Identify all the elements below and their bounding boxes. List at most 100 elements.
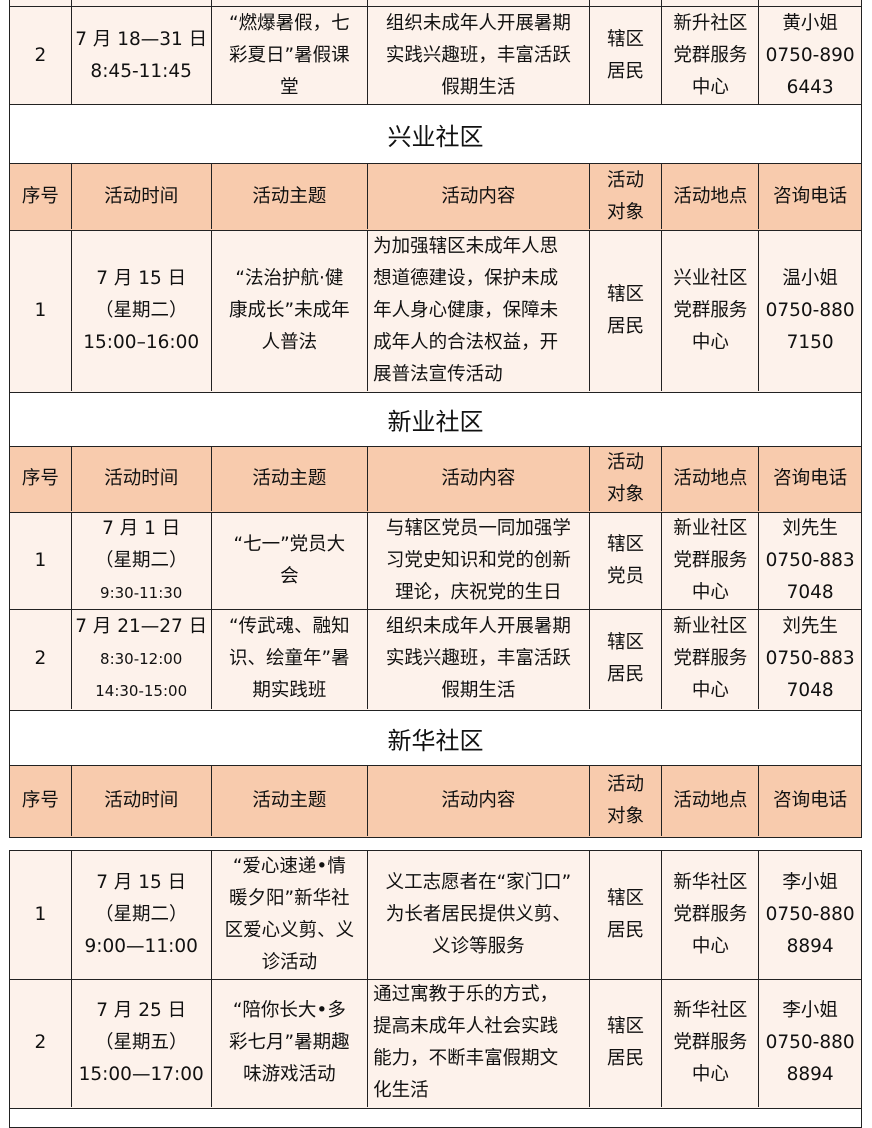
header-cell: 序号	[10, 164, 72, 229]
cell-line: 0750-883	[765, 648, 855, 670]
cell-line: 理论，庆祝党的生日	[395, 582, 562, 603]
cell-line: 8894	[786, 936, 834, 957]
table-cell: 2	[10, 980, 72, 1107]
cell-line: 黄小姐	[782, 13, 838, 34]
cell-line: 7048	[786, 680, 834, 702]
cell-line: 党群服务	[673, 300, 748, 321]
cell-line: 活动	[607, 774, 645, 795]
table-cell: 组织未成年人开展暑期 实践兴趣班，丰富活跃 假期生活	[368, 7, 590, 105]
table-cell	[368, 0, 590, 6]
cell-line: 诊活动	[261, 952, 318, 973]
cell-line: 活动地点	[673, 790, 748, 811]
table-cell	[590, 0, 663, 6]
cell-line: 7 月 18—31 日	[75, 29, 208, 50]
table-row	[10, 0, 861, 6]
cell-line: 年人身心健康，保障未	[373, 300, 559, 321]
cell-line: 15:00–16:00	[83, 332, 200, 353]
table-cell: 黄小姐 0750-890 6443	[759, 7, 861, 105]
table-cell: 2	[10, 610, 72, 709]
cell-line: 温小姐	[782, 268, 838, 289]
header-cell: 活动 对象	[590, 766, 663, 836]
table-cell: 辖区 党员	[590, 513, 663, 609]
cell-line: 对象	[607, 806, 645, 827]
cell-line: 活动内容	[441, 790, 516, 811]
cell-line: 2	[34, 648, 47, 670]
cell-line: “陪你长大•多	[232, 1000, 346, 1022]
cell-line: 活动地点	[673, 185, 748, 207]
cell-line: 康成长”未成年	[229, 300, 350, 321]
cell-line: 为长者居民提供义剪、	[385, 904, 571, 925]
cell-line: 成年人的合法权益，开	[373, 332, 559, 353]
cell-line: “燃爆暑假，七	[229, 13, 350, 34]
table-cell: “法治护航·健 康成长”未成年 人普法	[212, 231, 369, 391]
cell-line: 义诊等服务	[432, 936, 525, 957]
cell-line: 党群服务	[673, 45, 748, 66]
table-cell: 李小姐 0750-880 8894	[759, 980, 861, 1107]
header-cell: 活动主题	[212, 164, 369, 229]
cell-line: 与辖区党员一同加强学	[385, 518, 571, 539]
table-cell	[662, 0, 760, 6]
cell-line: “法治护航·健	[235, 268, 344, 289]
table-row: 1 7 月 15 日 （星期二） 15:00–16:00 “法治护航·健 康成长”未成年人…	[10, 231, 861, 391]
cell-line: 辖区	[607, 632, 645, 654]
cell-line: “爱心速递•情	[232, 856, 346, 877]
table-cell: 李小姐 0750-880 8894	[759, 851, 861, 979]
cell-line: 7 月 25 日	[96, 1000, 187, 1022]
cell-line: 7150	[786, 332, 834, 353]
table-cell: 1	[10, 231, 72, 391]
cell-line: 实践兴趣班，丰富活跃	[385, 648, 571, 670]
cell-line: 能力，不断丰富假期文	[373, 1048, 559, 1070]
table-cell: 组织未成年人开展暑期 实践兴趣班，丰富活跃 假期生活	[368, 610, 590, 709]
cell-line: 提高未成年人社会实践	[373, 1016, 559, 1038]
cell-line: 2	[34, 45, 47, 66]
cell-line: “七一”党员大	[233, 534, 346, 555]
table-cell: “陪你长大•多 彩七月”暑期趣 味游戏活动	[212, 980, 369, 1107]
table-cell: 新业社区 党群服务 中心	[662, 513, 760, 609]
header-cell: 活动主题	[212, 447, 369, 511]
cell-line: 0750-880	[765, 1032, 855, 1054]
table-cell	[72, 0, 212, 6]
cell-line: 习党史知识和党的创新	[385, 550, 571, 571]
cell-line: 7 月 21—27 日	[75, 616, 208, 638]
cell-line: 序号	[21, 468, 59, 489]
cell-line: 序号	[21, 790, 59, 811]
cell-line: （星期二）	[94, 550, 188, 571]
header-cell: 活动内容	[368, 164, 590, 229]
cell-line: 假期生活	[441, 77, 516, 98]
cell-line: 党员	[607, 566, 645, 587]
cell-line: 1	[34, 550, 47, 571]
cell-line: 中心	[691, 582, 729, 603]
table-cell: 7 月 15 日 （星期二） 9:00—11:00	[72, 851, 212, 979]
table-cell: “七一”党员大会	[212, 513, 369, 609]
cell-line: 假期生活	[441, 680, 516, 702]
table-cell: “爱心速递•情 暖夕阳”新华社 区爱心义剪、义 诊活动	[212, 851, 369, 979]
cell-line: 0750-880	[765, 904, 855, 925]
cell-line: 活动时间	[104, 185, 179, 207]
cell-line: 彩夏日”暑假课	[229, 45, 350, 66]
table-cell: 7 月 25 日 （星期五） 15:00—17:00	[72, 980, 212, 1107]
table-cell: 新华社区 党群服务 中心	[662, 851, 760, 979]
cell-line: 为加强辖区未成年人思	[373, 236, 559, 257]
cell-line: 堂	[280, 77, 299, 98]
cell-line: 新升社区	[673, 13, 748, 34]
cell-line: 兴业社区	[673, 268, 748, 289]
cell-line: 新业社区	[673, 616, 748, 638]
cell-line: 辖区	[607, 534, 645, 555]
header-cell: 咨询电话	[759, 164, 861, 229]
cell-line: 想道德建设，保护未成	[373, 268, 559, 289]
table-cell: 7 月 15 日 （星期二） 15:00–16:00	[72, 231, 212, 391]
header-cell: 活动地点	[662, 164, 760, 229]
cell-line: 中心	[691, 332, 729, 353]
header-cell: 活动地点	[662, 766, 760, 836]
header-cell: 活动时间	[72, 766, 212, 836]
table-block: 1 7 月 15 日 （星期二） 15:00–16:00 “法治护航·健 康成长”未成年人…	[9, 230, 862, 393]
table-cell: “传武魂、融知 识、绘童年”暑 期实践班	[212, 610, 369, 709]
cell-line: 中心	[691, 1064, 729, 1086]
cell-line: 8:45-11:45	[90, 61, 192, 82]
section-title: 新业社区	[9, 392, 862, 447]
cell-line: 1	[34, 904, 47, 925]
cell-line: 2	[34, 1032, 47, 1054]
table-row: 2 7 月 25 日 （星期五） 15:00—17:00 “陪你长大•多 彩七月”暑期趣味…	[10, 979, 861, 1107]
cell-line: 9:00—11:00	[84, 936, 198, 957]
cell-line: 期实践班	[252, 680, 327, 702]
